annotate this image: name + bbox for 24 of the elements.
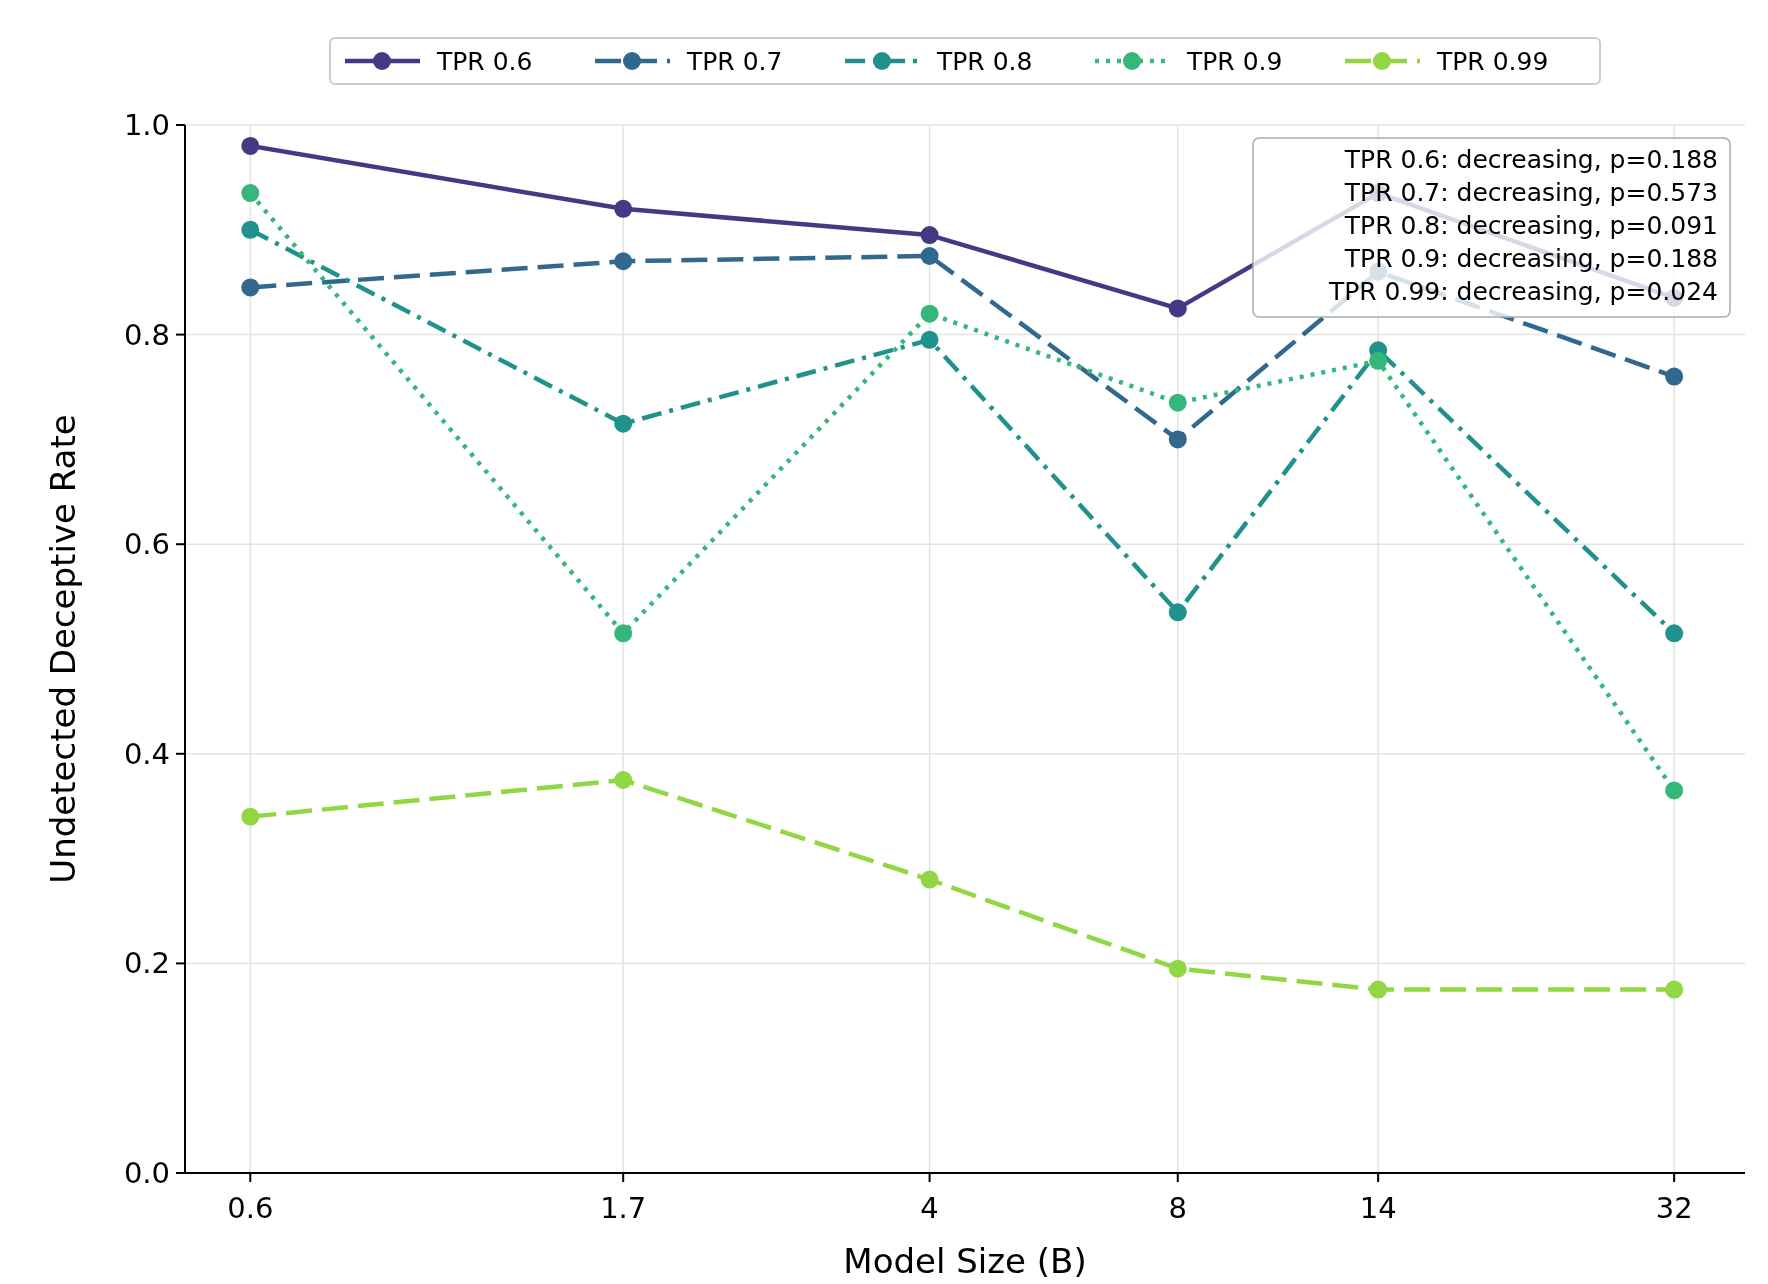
y-tick-label: 0.6 bbox=[123, 527, 170, 562]
y-tick-label: 0.4 bbox=[123, 736, 170, 771]
x-tick-label: 8 bbox=[1168, 1191, 1187, 1225]
x-tick-label: 32 bbox=[1655, 1191, 1693, 1225]
x-tick-label: 0.6 bbox=[227, 1191, 274, 1225]
x-tick-label: 1.7 bbox=[600, 1191, 647, 1225]
y-tick-label: 0.0 bbox=[123, 1156, 170, 1190]
y-tick-label: 0.8 bbox=[123, 317, 170, 352]
annotation: TPR 0.7: decreasing, p=0.573 bbox=[1343, 178, 1718, 207]
x-axis-title: Model Size (B) bbox=[843, 1241, 1087, 1281]
annotation: TPR 0.99: decreasing, p=0.024 bbox=[1327, 277, 1718, 306]
legend-label: TPR 0.8 bbox=[936, 47, 1033, 76]
x-tick-label: 14 bbox=[1359, 1191, 1397, 1225]
legend-label: TPR 0.6 bbox=[436, 47, 533, 76]
annotation: TPR 0.9: decreasing, p=0.188 bbox=[1343, 244, 1718, 273]
legend-label: TPR 0.7 bbox=[686, 47, 783, 76]
y-tick-label: 1.0 bbox=[123, 108, 170, 142]
annotation: TPR 0.6: decreasing, p=0.188 bbox=[1343, 145, 1718, 174]
y-tick-label: 0.2 bbox=[123, 946, 170, 981]
annotation: TPR 0.8: decreasing, p=0.091 bbox=[1343, 211, 1718, 240]
x-tick-label: 4 bbox=[920, 1191, 939, 1225]
legend-label: TPR 0.9 bbox=[1186, 47, 1283, 76]
legend-label: TPR 0.99 bbox=[1436, 47, 1549, 76]
y-axis-title: Undetected Deceptive Rate bbox=[43, 414, 83, 884]
